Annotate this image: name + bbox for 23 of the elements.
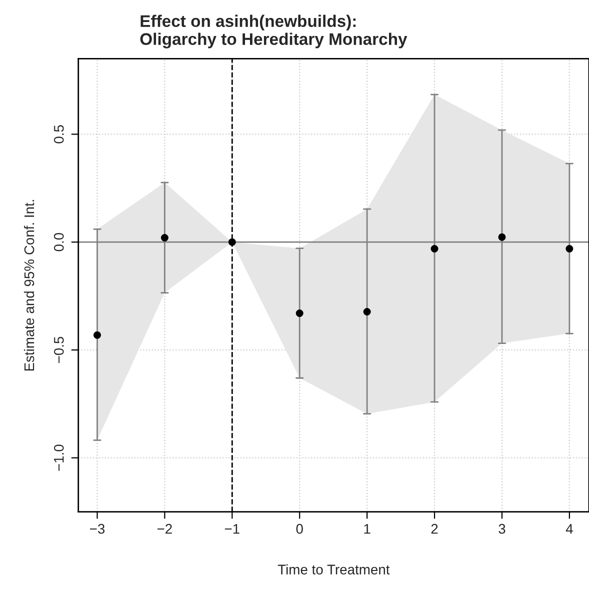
y-tick-label: −1.0 bbox=[54, 444, 64, 471]
point bbox=[160, 234, 168, 242]
point bbox=[430, 245, 438, 253]
y-tick-label: −0.5 bbox=[54, 336, 64, 363]
chart-title: Effect on asinh(newbuilds): Oligarchy to Hereditary Monarchy bbox=[140, 14, 408, 48]
point bbox=[228, 238, 236, 246]
point bbox=[363, 308, 371, 316]
point bbox=[566, 245, 574, 253]
x-tick-label: 0 bbox=[296, 524, 303, 534]
y-tick-label: 0.0 bbox=[54, 232, 64, 252]
point bbox=[296, 310, 304, 318]
x-tick-label: 2 bbox=[431, 524, 438, 534]
x-tick-label: −1 bbox=[224, 524, 240, 534]
x-tick-label: −3 bbox=[90, 524, 105, 534]
x-tick-label: −2 bbox=[157, 524, 172, 534]
point bbox=[93, 331, 101, 339]
x-axis-title: Time to Treatment bbox=[278, 564, 390, 574]
y-tick-label: 0.5 bbox=[54, 125, 64, 144]
y-axis-title: Estimate and 95% Conf. Int. bbox=[24, 200, 34, 371]
point bbox=[498, 233, 506, 241]
x-tick-label: 3 bbox=[498, 524, 506, 534]
x-tick-label: 4 bbox=[566, 524, 573, 534]
x-tick-label: 1 bbox=[364, 524, 370, 534]
